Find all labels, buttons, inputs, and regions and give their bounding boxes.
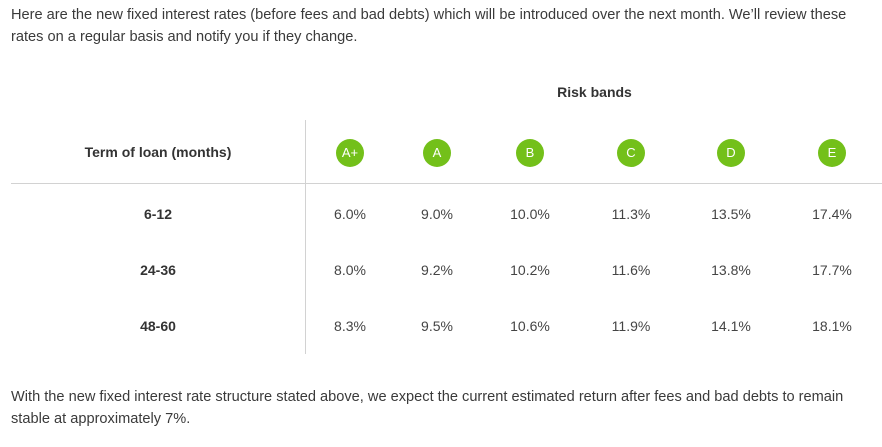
rate-cell: 10.2% xyxy=(510,262,550,278)
risk-band-badge-c: C xyxy=(617,139,645,167)
intro-paragraph: Here are the new fixed interest rates (b… xyxy=(11,7,847,45)
outro-paragraph: With the new fixed interest rate structu… xyxy=(11,389,844,427)
rate-cell: 9.2% xyxy=(421,262,453,278)
column-divider xyxy=(305,120,306,354)
rate-cell: 17.4% xyxy=(812,206,852,222)
rate-cell: 14.1% xyxy=(711,318,751,334)
term-cell: 24-36 xyxy=(140,262,176,278)
rate-cell: 9.5% xyxy=(421,318,453,334)
term-cell: 48-60 xyxy=(140,318,176,334)
rate-cell: 9.0% xyxy=(421,206,453,222)
rate-cell: 13.8% xyxy=(711,262,751,278)
term-of-loan-heading: Term of loan (months) xyxy=(84,144,232,160)
risk-band-badge-d: D xyxy=(717,139,745,167)
risk-band-badge-a-plus: A+ xyxy=(336,139,364,167)
rate-cell: 11.6% xyxy=(611,262,651,278)
rate-cell: 13.5% xyxy=(711,206,751,222)
rate-cell: 6.0% xyxy=(334,206,366,222)
risk-band-badge-e: E xyxy=(818,139,846,167)
risk-band-badge-a: A xyxy=(423,139,451,167)
term-cell: 6-12 xyxy=(143,206,173,222)
rate-cell: 10.0% xyxy=(510,206,550,222)
rate-cell: 11.9% xyxy=(611,318,651,334)
rate-cell: 10.6% xyxy=(510,318,550,334)
risk-band-badge-b: B xyxy=(516,139,544,167)
interest-rates-table: Risk bands Term of loan (months) A+ A B … xyxy=(11,70,882,354)
rate-cell: 18.1% xyxy=(812,318,852,334)
risk-bands-heading: Risk bands xyxy=(557,84,632,100)
rate-cell: 8.0% xyxy=(334,262,366,278)
header-row-divider xyxy=(11,183,882,184)
rate-cell: 8.3% xyxy=(334,318,366,334)
rate-cell: 17.7% xyxy=(812,262,852,278)
rate-cell: 11.3% xyxy=(611,206,651,222)
